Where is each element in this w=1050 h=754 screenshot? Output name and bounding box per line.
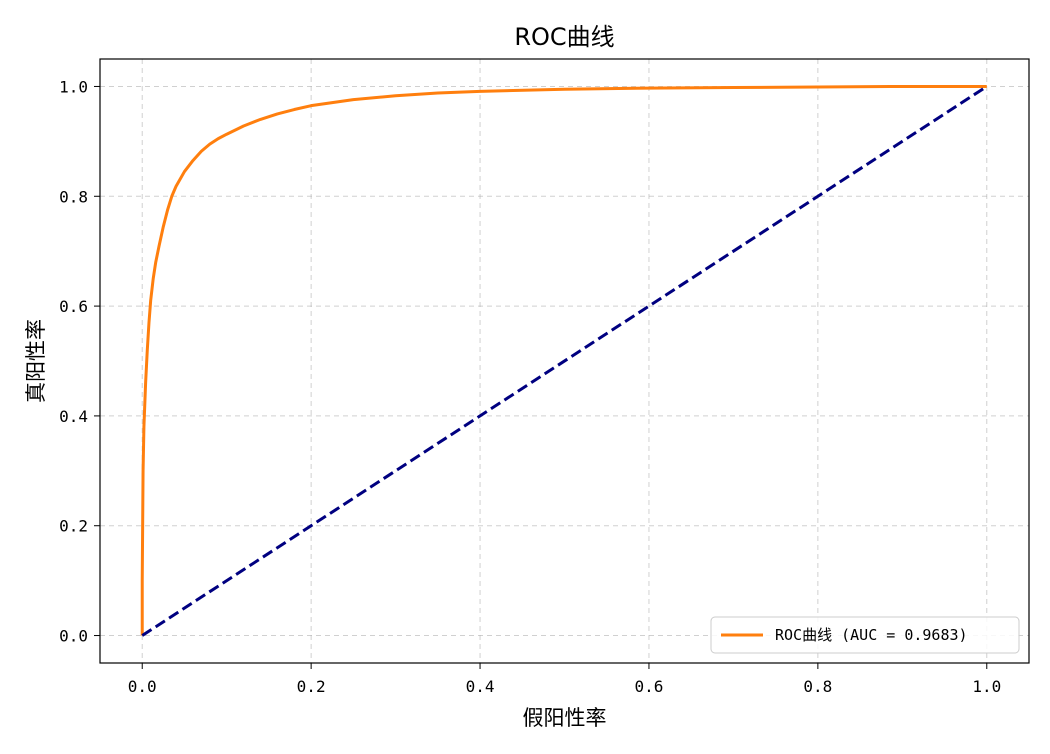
legend-label-roc-curve: ROC曲线 (AUC = 0.9683) <box>775 626 968 644</box>
y-tick-label: 0.8 <box>59 187 88 206</box>
x-tick-label: 0.2 <box>297 677 326 696</box>
y-tick-label: 0.6 <box>59 297 88 316</box>
x-tick-label: 0.0 <box>128 677 157 696</box>
x-tick-label: 1.0 <box>972 677 1001 696</box>
legend: ROC曲线 (AUC = 0.9683) <box>710 616 1020 654</box>
tick-layer: 0.0 0.2 0.4 0.6 0.8 1.0 0.0 0.2 0.4 0.6 0.8 1.0 <box>59 77 1001 696</box>
y-axis-label: 真阳性率 <box>24 319 48 403</box>
chart-title: ROC曲线 <box>514 23 614 51</box>
x-axis-label: 假阳性率 <box>523 706 607 730</box>
y-tick-label: 0.4 <box>59 407 88 426</box>
roc-curve-line <box>140 84 987 636</box>
chance-diagonal-line <box>141 85 988 637</box>
series-layer <box>140 84 988 637</box>
y-tick-label: 0.2 <box>59 517 88 536</box>
y-tick-label: 0.0 <box>59 627 88 646</box>
x-tick-label: 0.8 <box>803 677 832 696</box>
grid-layer <box>100 59 1029 663</box>
plot-frame <box>99 58 1030 664</box>
legend-box <box>710 616 1020 654</box>
x-tick-label: 0.6 <box>635 677 664 696</box>
x-tick-label: 0.4 <box>466 677 495 696</box>
y-tick-label: 1.0 <box>59 77 88 96</box>
